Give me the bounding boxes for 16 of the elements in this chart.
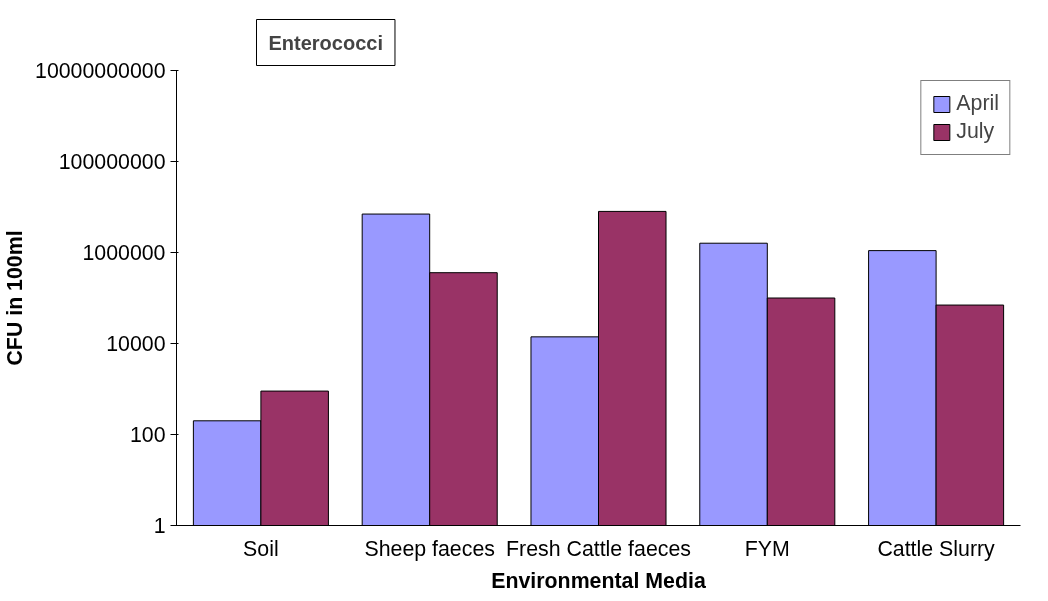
x-tick-label: Soil [243,536,279,561]
y-axis-title: CFU in 100ml [3,230,28,366]
legend-label: April [956,91,999,116]
y-tick-label: 10000 [106,332,166,356]
x-axis-title: Environmental Media [491,568,706,593]
y-tick-label: 1 [153,514,166,538]
y-tick-label: 100 [129,423,166,447]
x-tick-label: Fresh Cattle faeces [506,536,691,561]
y-tick-label: 1000000 [82,241,166,265]
x-tick-label: FYM [744,536,790,561]
legend-label: July [956,119,995,144]
x-tick-label: Cattle Slurry [877,536,996,561]
chart-title: Enterococci [268,31,383,54]
y-tick-label: 10000000000 [35,59,166,83]
y-tick-label: 100000000 [58,150,166,174]
x-tick-label: Sheep faeces [364,536,495,561]
